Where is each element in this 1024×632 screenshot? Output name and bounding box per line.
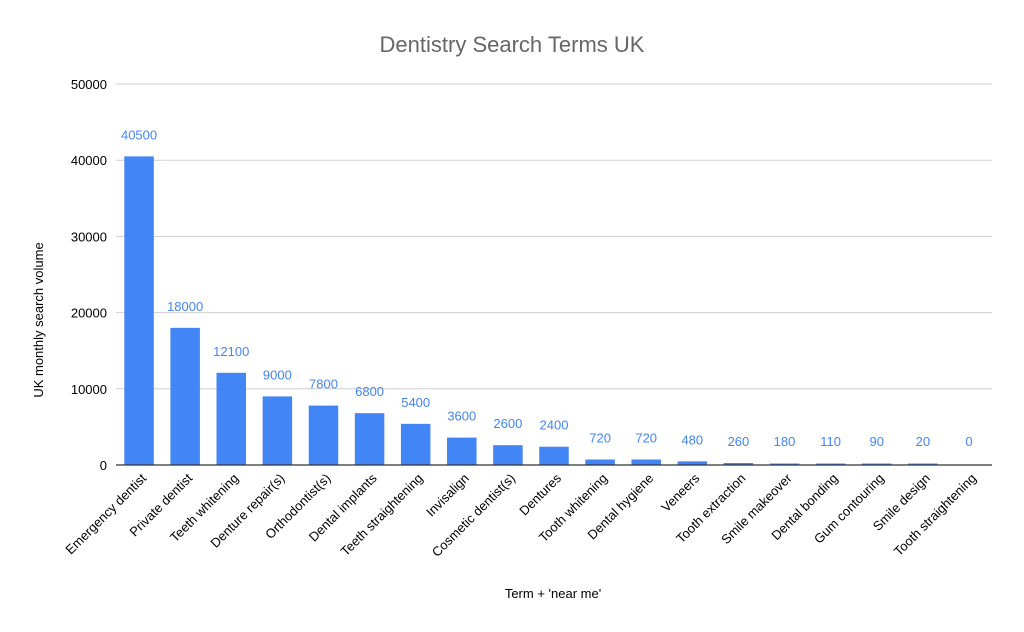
gridlines xyxy=(116,83,992,390)
bar xyxy=(170,327,200,465)
data-label: 180 xyxy=(774,434,796,449)
data-label: 20 xyxy=(916,434,930,449)
data-label: 0 xyxy=(965,434,972,449)
bars xyxy=(124,156,938,465)
bar xyxy=(677,461,708,465)
x-axis-title: Term + 'near me' xyxy=(505,586,601,601)
bar xyxy=(815,463,846,465)
data-label: 2400 xyxy=(540,418,569,433)
bar xyxy=(585,459,615,465)
data-label: 7800 xyxy=(309,377,338,392)
bar xyxy=(262,396,293,465)
data-label: 6800 xyxy=(355,384,384,399)
data-label: 2600 xyxy=(493,416,522,431)
data-label: 5400 xyxy=(401,395,430,410)
x-tick-label: Dentures xyxy=(516,470,564,518)
bar xyxy=(769,463,800,465)
data-label: 90 xyxy=(870,434,884,449)
y-tick-label: 20000 xyxy=(71,306,107,321)
data-label: 18000 xyxy=(167,299,203,314)
y-tick-label: 50000 xyxy=(71,77,107,92)
bar xyxy=(308,405,339,465)
y-axis-title: UK monthly search volume xyxy=(31,242,46,397)
bar xyxy=(354,413,385,465)
bar xyxy=(447,437,477,465)
bar xyxy=(124,156,154,465)
bar xyxy=(493,445,523,465)
bar xyxy=(631,459,661,465)
data-label: 3600 xyxy=(447,409,476,424)
bar xyxy=(723,463,754,465)
data-label: 260 xyxy=(728,434,750,449)
data-label: 9000 xyxy=(263,367,292,382)
y-tick-label: 10000 xyxy=(71,382,107,397)
y-tick-label: 0 xyxy=(100,458,107,473)
x-tick-label: Teeth straightening xyxy=(338,471,426,559)
bar xyxy=(861,463,892,465)
y-tick-label: 30000 xyxy=(71,229,107,244)
y-tick-label: 40000 xyxy=(71,153,107,168)
data-label: 110 xyxy=(820,434,841,449)
y-axis-ticks: 0 10000 20000 30000 40000 50000 xyxy=(71,77,107,473)
x-tick-label: Emergency dentist xyxy=(62,470,149,557)
bar xyxy=(908,463,938,465)
data-label: 40500 xyxy=(121,127,157,142)
data-label: 12100 xyxy=(213,344,249,359)
bar xyxy=(400,423,431,465)
chart-title: Dentistry Search Terms UK xyxy=(380,32,645,57)
data-label: 480 xyxy=(681,432,703,447)
data-label: 720 xyxy=(635,431,657,446)
x-tick-label: Cosmetic dentist(s) xyxy=(429,471,518,560)
x-tick-label: Veneers xyxy=(658,470,703,515)
bar xyxy=(539,446,569,465)
x-tick-label: Tooth straightening xyxy=(891,471,979,559)
bar xyxy=(216,372,247,465)
data-label: 720 xyxy=(589,431,611,446)
